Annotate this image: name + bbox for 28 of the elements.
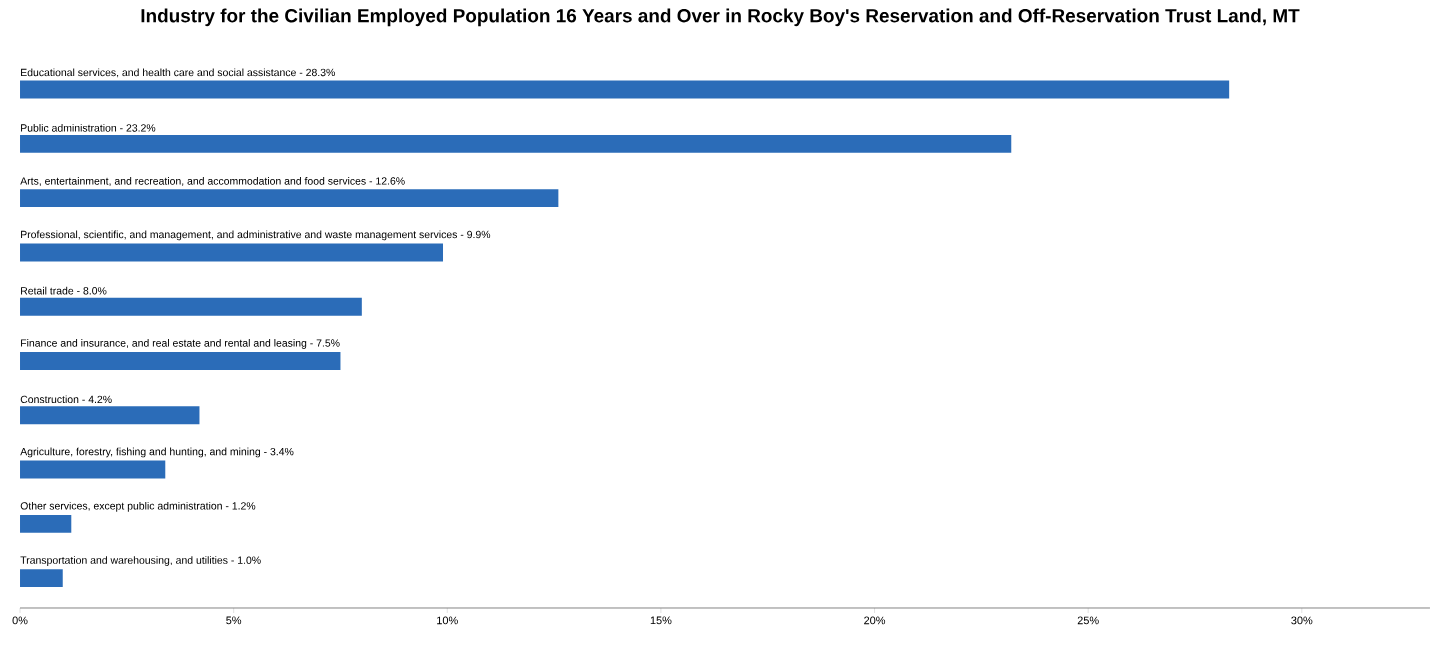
x-tick-label: 0% [12,616,28,625]
x-tick-label: 15% [650,616,672,625]
bar [20,406,200,425]
y-tick-label: Finance and insurance, and real estate and rental and leasing - 7.5% [21,339,340,349]
chart-title: Industry for the Civilian Employed Population 16 Years and Over in Rocky Boy's Reservation and Off-Reservation Trust Land, MT [141,8,1300,27]
x-tick-label: 5% [226,616,242,625]
y-tick-label: Arts, entertainment, and recreation, and accommodation and food services - 12.6% [20,177,405,186]
bar [20,297,362,316]
x-tick-label: 10% [437,616,458,625]
y-tick-label: Professional, scientific, and management, and administrative and waste management services - 9.9% [21,230,491,241]
y-tick-label: Public administration - 23.2% [21,123,156,132]
x-tick-label: 30% [1291,616,1313,625]
y-tick-label: Other services, except public administration - 1.2% [20,501,256,512]
y-tick-label: Agriculture, forestry, fishing and hunting, and mining - 3.4% [20,447,294,458]
bar [20,189,559,208]
bar [20,80,1230,99]
bar [20,569,63,588]
bar [20,352,341,370]
y-tick-label: Transportation and warehousing, and utilities - 1.0% [20,556,261,566]
y-tick-label: Educational services, and health care and social assistance - 28.3% [21,68,335,78]
bar [20,514,72,533]
bar [20,243,443,262]
y-tick-label: Construction - 4.2% [20,395,112,404]
y-tick-label: Retail trade - 8.0% [21,286,107,295]
bar [20,134,1012,153]
x-tick-label: 25% [1077,616,1099,625]
bar [20,460,166,479]
x-tick-label: 20% [864,616,886,625]
